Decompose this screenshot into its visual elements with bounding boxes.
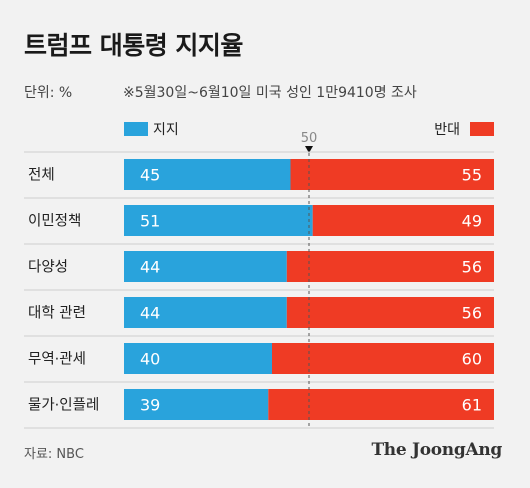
- bar-oppose: [290, 159, 494, 190]
- category-label: 이민정책: [28, 213, 81, 230]
- source-label: 자료: NBC: [24, 447, 84, 462]
- category-label: 대학 관련: [28, 305, 86, 322]
- value-label-oppose: 56: [462, 258, 482, 277]
- reference-line-marker: [305, 146, 313, 153]
- bar-support: [124, 389, 269, 420]
- category-label: 다양성: [28, 259, 68, 276]
- value-label-support: 44: [140, 258, 160, 277]
- value-label-support: 44: [140, 304, 160, 323]
- value-label-oppose: 60: [462, 350, 482, 369]
- legend-oppose-swatch: [470, 122, 494, 136]
- value-label-support: 51: [140, 212, 160, 231]
- category-label: 무역·관세: [28, 351, 86, 368]
- category-label: 물가·인플레: [28, 397, 99, 414]
- bar-support: [124, 205, 313, 236]
- value-label-support: 40: [140, 350, 160, 369]
- value-label-oppose: 49: [462, 212, 482, 231]
- brand-logo: The JoongAng: [371, 440, 502, 460]
- bar-oppose: [312, 205, 494, 236]
- bar-support: [124, 159, 291, 190]
- value-label-oppose: 56: [462, 304, 482, 323]
- chart-title: 트럼프 대통령 지지율: [24, 31, 243, 60]
- value-label-support: 45: [140, 166, 160, 185]
- bar-oppose: [268, 389, 494, 420]
- legend-support-swatch: [124, 122, 148, 136]
- survey-note: ※5월30일~6월10일 미국 성인 1만9410명 조사: [123, 85, 417, 101]
- bar-support: [124, 297, 287, 328]
- value-label-oppose: 55: [462, 166, 482, 185]
- value-label-support: 39: [140, 396, 160, 415]
- category-label: 전체: [28, 167, 55, 184]
- bar-oppose: [286, 297, 494, 328]
- legend-oppose-label: 반대: [434, 122, 460, 138]
- bar-support: [124, 343, 272, 374]
- bar-support: [124, 251, 287, 282]
- legend-support-label: 지지: [153, 122, 179, 138]
- value-label-oppose: 61: [462, 396, 482, 415]
- unit-label: 단위: %: [24, 85, 73, 101]
- reference-line-label: 50: [301, 131, 318, 146]
- bar-oppose: [286, 251, 494, 282]
